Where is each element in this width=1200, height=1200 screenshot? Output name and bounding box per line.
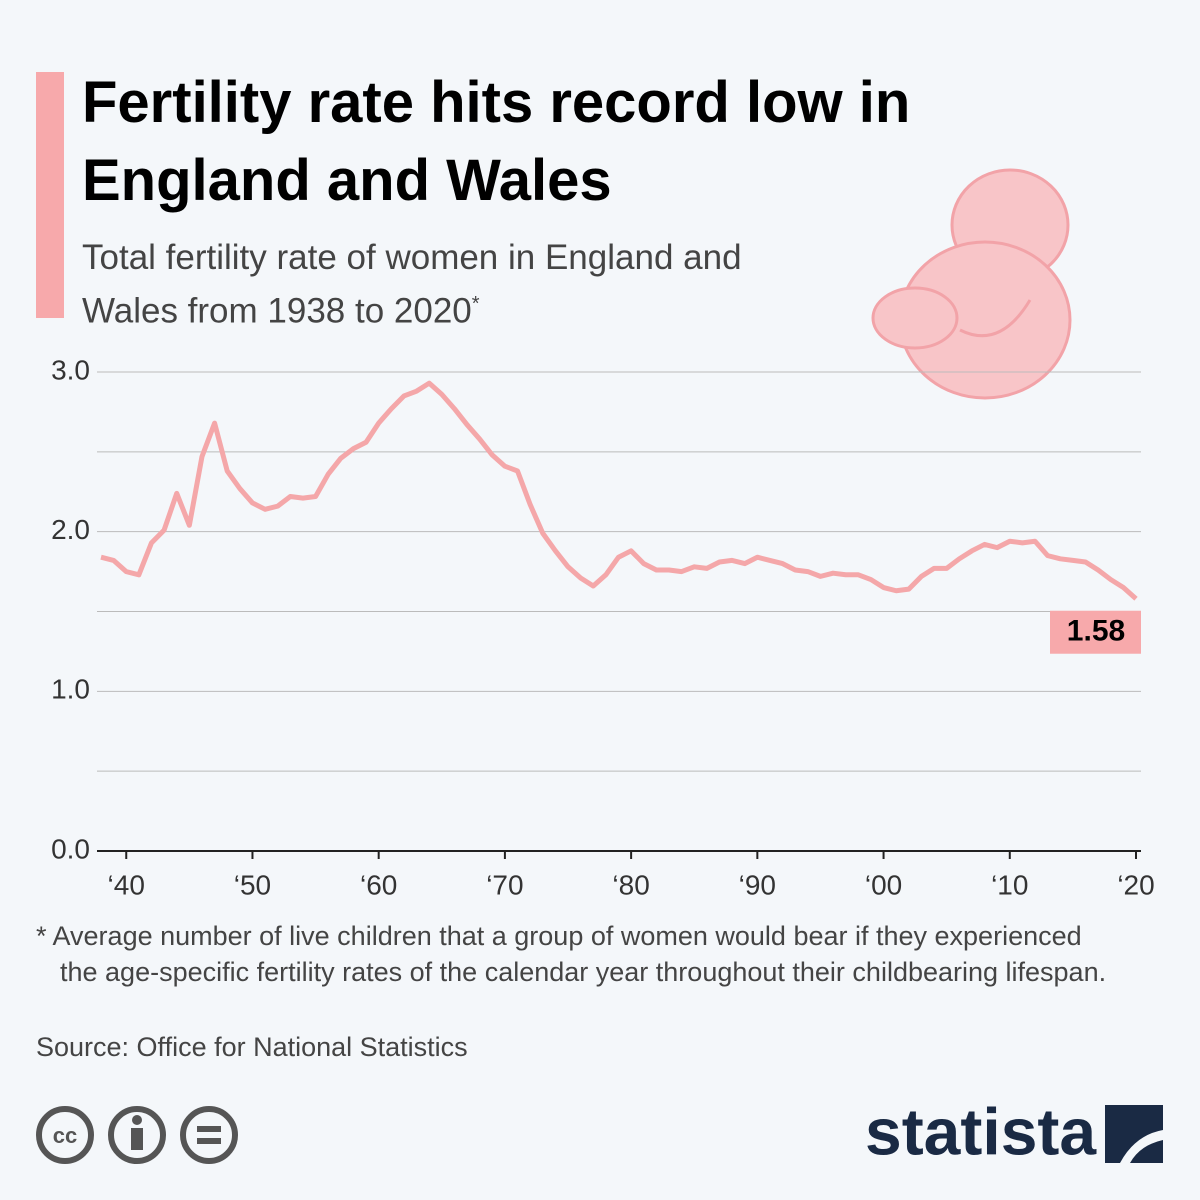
value-label-box (1050, 610, 1141, 654)
x-tick-label: ‘20 (1117, 869, 1154, 900)
brand-icon (1105, 1105, 1163, 1163)
line (100, 380, 1138, 601)
chart-title: Fertility rate hits record low in Englan… (82, 70, 911, 213)
x-tick-label: ‘10 (991, 869, 1028, 900)
x-tick-label: ‘80 (612, 869, 649, 900)
x-tick-label: ‘50 (234, 869, 271, 900)
subtitle-mark: * (471, 293, 480, 315)
x-tick-label: ‘40 (108, 869, 145, 900)
brand: statista (865, 1094, 1097, 1168)
chart-subtitle: Total fertility rate of women in England… (82, 234, 822, 335)
fetus-icon (871, 168, 1072, 400)
license-icons: cc (36, 1106, 238, 1164)
accent-bar (36, 72, 64, 318)
x-tick-label: ‘60 (360, 869, 397, 900)
svg-text:cc: cc (53, 1123, 77, 1148)
y-tick-label: 2.0 (51, 514, 90, 545)
subtitle-text: Total fertility rate of women in England… (82, 238, 742, 331)
x-tick-label: ‘00 (865, 869, 902, 900)
y-tick-label: 1.0 (51, 674, 90, 705)
x-tick-label: ‘70 (486, 869, 523, 900)
footnote: * Average number of live children that a… (36, 921, 1107, 987)
value-label: 1.58 (1067, 615, 1125, 648)
y-tick-label: 0.0 (51, 833, 90, 864)
y-tick-label: 3.0 (51, 354, 90, 385)
source: Source: Office for National Statistics (36, 1032, 468, 1062)
x-tick-label: ‘90 (739, 869, 776, 900)
